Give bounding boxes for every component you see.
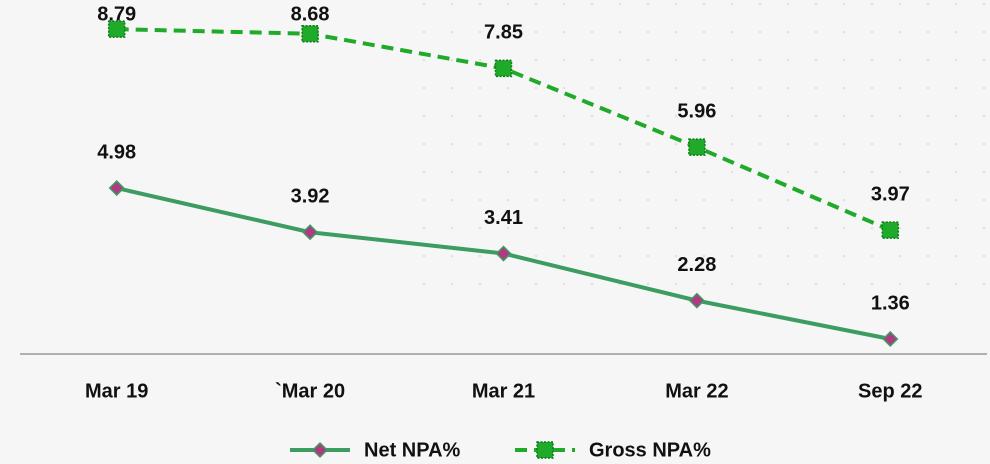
data-label: 3.92	[291, 186, 330, 208]
data-label: 8.68	[291, 3, 330, 25]
marker	[882, 330, 899, 348]
marker	[108, 179, 125, 197]
legend-marker	[311, 441, 329, 459]
marker	[301, 24, 319, 43]
x-tick-label: Mar 21	[472, 380, 535, 402]
marker	[881, 221, 900, 239]
x-tick-label: Sep 22	[858, 380, 922, 402]
legend-marker	[536, 441, 554, 459]
marker	[688, 138, 706, 156]
data-label: 8.79	[97, 3, 136, 25]
background-pattern	[420, 0, 990, 300]
marker	[494, 59, 513, 78]
data-label: 3.97	[871, 183, 910, 205]
data-label: 3.41	[484, 207, 523, 229]
data-label: 4.98	[97, 141, 136, 163]
x-tick-label: Mar 22	[665, 380, 728, 402]
data-label: 5.96	[677, 100, 716, 122]
data-label: 7.85	[484, 22, 523, 44]
data-label: 2.28	[677, 254, 716, 276]
marker	[688, 292, 705, 309]
marker	[302, 224, 319, 241]
legend-label: Net NPA%	[364, 439, 461, 461]
x-tick-label: `Mar 20	[275, 380, 345, 402]
data-label: 1.36	[871, 292, 910, 314]
marker	[107, 20, 126, 38]
legend-label: Gross NPA%	[589, 439, 711, 461]
x-tick-label: Mar 19	[85, 380, 148, 402]
marker	[495, 245, 512, 262]
